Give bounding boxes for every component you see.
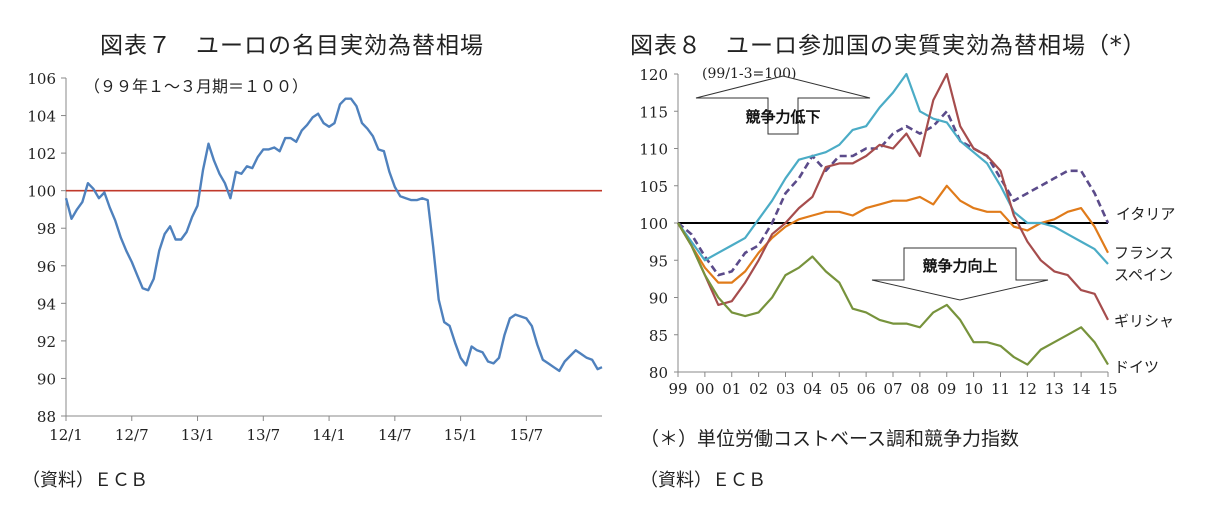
chart8-x-tick-label: 99 bbox=[668, 380, 687, 398]
chart8-arrow-down bbox=[871, 247, 1049, 301]
chart8-x-tick-label: 04 bbox=[803, 380, 822, 398]
chart8-x-tick-label: 06 bbox=[857, 380, 876, 398]
chart7-y-tick-label: 100 bbox=[27, 183, 56, 201]
chart8-series-line bbox=[677, 72, 1109, 321]
chart8-y-tick-label: 95 bbox=[649, 252, 668, 270]
chart8-x-tick-label: 08 bbox=[910, 380, 929, 398]
chart8-footnote: （＊）単位労働コストベース調和競争力指数 bbox=[640, 428, 1020, 450]
chart8-x-tick-label: 14 bbox=[1072, 380, 1091, 398]
chart7-source: （資料）ＥＣＢ bbox=[22, 470, 148, 491]
chart8-series-line bbox=[677, 222, 1109, 366]
chart8-arrow-down-label: 競争力向上 bbox=[922, 257, 997, 275]
chart8-series-line bbox=[677, 72, 1109, 265]
chart8-y-tick-label: 80 bbox=[649, 364, 668, 382]
chart8-x-tick-label: 10 bbox=[964, 380, 983, 398]
chart7-x-tick-label: 15/7 bbox=[510, 426, 544, 444]
chart8-y-tick-label: 85 bbox=[649, 327, 668, 345]
chart8-series-label: スペイン bbox=[1114, 266, 1173, 284]
chart8-y-tick-label: 90 bbox=[649, 290, 668, 308]
chart8-series-line bbox=[677, 109, 1110, 277]
chart7-y-tick-label: 92 bbox=[37, 333, 56, 351]
chart7-x-tick-label: 13/7 bbox=[246, 426, 280, 444]
chart7-y-tick-label: 106 bbox=[27, 70, 56, 88]
chart8-series-label: フランス bbox=[1114, 244, 1174, 262]
chart7-y-tick-label: 98 bbox=[37, 220, 56, 238]
chart8-x-tick-label: 11 bbox=[991, 380, 1010, 398]
chart7-y-tick-label: 88 bbox=[37, 408, 56, 426]
chart8-x-tick-label: 05 bbox=[830, 380, 849, 398]
chart8-x-tick-label: 00 bbox=[695, 380, 714, 398]
chart7-y-tick-label: 104 bbox=[27, 108, 56, 126]
chart7-plot: 88 90 92 94 96 98 100 102 104 106 12/1 12/7 13/1 13/7… bbox=[27, 70, 603, 444]
chart7-y-tick-label: 102 bbox=[27, 145, 56, 163]
chart8-series-line bbox=[677, 184, 1109, 284]
chart8-source: （資料）ＥＣＢ bbox=[640, 470, 766, 491]
chart8-x-tick-label: 12 bbox=[1018, 380, 1037, 398]
chart8-y-tick-label: 110 bbox=[639, 141, 668, 159]
chart7-x-tick-label: 13/1 bbox=[181, 426, 215, 444]
chart8-y-tick-label: 120 bbox=[639, 66, 668, 84]
chart7-annotation: （９９年１～３月期＝１００） bbox=[84, 77, 308, 96]
chart8-series-label: イタリア bbox=[1116, 205, 1175, 223]
chart8-x-tick-label: 15 bbox=[1098, 380, 1117, 398]
chart7-x-tick-label: 12/7 bbox=[115, 426, 149, 444]
chart8-x-tick-label: 03 bbox=[776, 380, 795, 398]
chart8-series-label: ギリシャ bbox=[1114, 312, 1174, 330]
chart7-y-tick-label: 96 bbox=[37, 258, 56, 276]
chart7-title: 図表７ ユーロの名目実効為替相場 bbox=[100, 33, 484, 59]
chart8-y-tick-label: 105 bbox=[639, 178, 668, 196]
chart8-x-tick-label: 13 bbox=[1045, 380, 1064, 398]
chart7-y-tick-label: 90 bbox=[37, 370, 56, 388]
chart8-x-tick-label: 09 bbox=[937, 380, 956, 398]
chart8-series-label: ドイツ bbox=[1114, 358, 1159, 376]
chart8-arrow-up bbox=[695, 75, 871, 135]
chart8-y-tick-label: 115 bbox=[639, 103, 668, 121]
chart7-x-tick-label: 15/1 bbox=[444, 426, 478, 444]
chart8-plot: 80 85 90 95 100 105 110 115 120 99 00 01 02 03 04 05 06 0… bbox=[639, 66, 1175, 398]
chart7-x-tick-label: 14/7 bbox=[378, 426, 412, 444]
chart8-title: 図表８ ユーロ参加国の実質実効為替相場（*） bbox=[630, 33, 1147, 59]
chart8-x-tick-label: 07 bbox=[883, 380, 902, 398]
chart7-x-tick-label: 14/1 bbox=[312, 426, 346, 444]
chart7-x-tick-label: 12/1 bbox=[49, 426, 83, 444]
chart7-y-tick-label: 94 bbox=[37, 295, 56, 313]
chart7-series-line bbox=[64, 97, 603, 373]
chart8-arrow-up-label: 競争力低下 bbox=[745, 108, 820, 126]
chart8-x-tick-label: 01 bbox=[722, 380, 741, 398]
chart8-y-tick-label: 100 bbox=[639, 215, 668, 233]
chart8-x-tick-label: 02 bbox=[749, 380, 768, 398]
chart8-annotation: (99/1-3=100) bbox=[702, 66, 796, 82]
